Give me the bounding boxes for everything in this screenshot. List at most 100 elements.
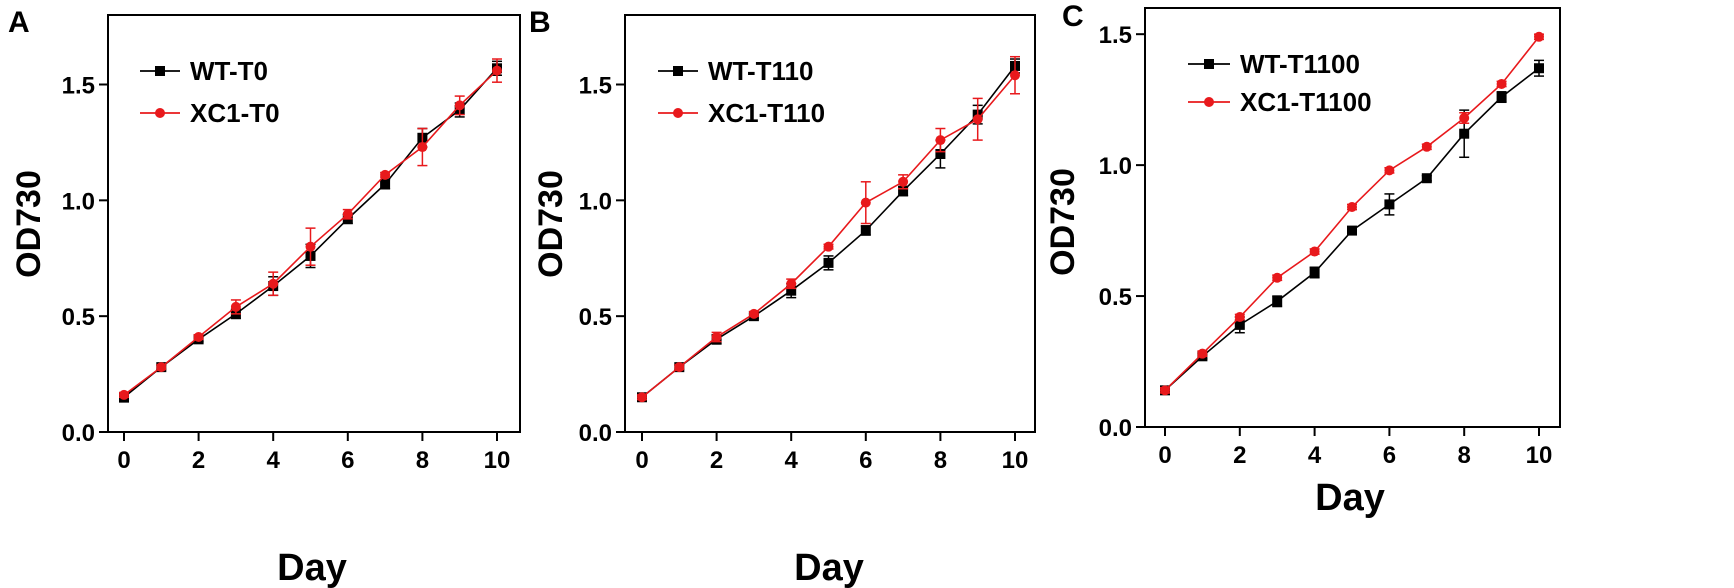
data-point	[1534, 31, 1544, 42]
data-point	[1234, 319, 1245, 330]
data-point	[1160, 385, 1170, 396]
data-point	[860, 197, 871, 208]
x-tick-label: 4	[267, 447, 281, 474]
data-point	[1347, 202, 1357, 213]
legend: WT-T110 XC1-T110	[658, 56, 825, 128]
data-point	[1272, 296, 1283, 307]
data-point	[972, 114, 983, 125]
series-xc1-t110	[637, 55, 1020, 403]
chart-panel-c: C 0 2 4 6 8 10 0.0 0.5 1.0 1.5 Day OD730 WT-T1100 XC1-…	[1044, 0, 1561, 519]
data-point	[748, 308, 759, 319]
data-point	[711, 332, 722, 343]
data-point	[1197, 348, 1208, 359]
data-point	[786, 285, 797, 296]
x-tick-label: 4	[785, 447, 799, 474]
legend-marker	[155, 108, 165, 118]
data-point	[454, 100, 465, 111]
legend-marker	[673, 66, 683, 76]
x-tick-label: 10	[1002, 447, 1029, 474]
y-tick-label: 0.5	[62, 304, 95, 331]
legend-label: XC1-T110	[708, 98, 825, 128]
y-tick-label: 0.0	[62, 420, 95, 447]
data-point	[305, 241, 316, 252]
legend: WT-T0 XC1-T0	[140, 56, 280, 128]
legend-label: WT-T1100	[1240, 49, 1360, 79]
legend-label: WT-T0	[190, 56, 268, 86]
x-tick-label: 2	[1233, 442, 1246, 469]
data-point	[1309, 267, 1320, 278]
data-point	[1534, 63, 1544, 74]
panel-label: A	[8, 6, 30, 39]
data-point	[342, 209, 353, 220]
data-point	[898, 186, 909, 197]
legend-marker	[673, 108, 683, 118]
data-point	[119, 389, 129, 400]
x-tick-label: 8	[1458, 442, 1471, 469]
x-tick-label: 6	[859, 447, 872, 474]
plot-frame	[107, 14, 521, 433]
legend: WT-T1100 XC1-T1100	[1188, 49, 1372, 117]
y-tick-label: 1.5	[1099, 22, 1132, 49]
legend-label: XC1-T0	[190, 98, 280, 128]
plot-frame	[624, 14, 1036, 433]
panel-label: C	[1062, 0, 1084, 33]
series-line	[641, 65, 1016, 398]
x-tick-label: 6	[1383, 442, 1396, 469]
data-point	[230, 301, 241, 312]
data-point	[935, 135, 946, 146]
x-tick-label: 2	[192, 447, 205, 474]
x-axis-title: Day	[794, 547, 864, 588]
data-point	[193, 332, 204, 343]
data-point	[637, 392, 647, 403]
data-point	[860, 225, 871, 236]
x-tick-label: 8	[934, 447, 947, 474]
data-point	[1384, 199, 1395, 210]
data-point	[1421, 141, 1432, 152]
y-axis-title: OD730	[1044, 168, 1082, 276]
plot-frame	[1144, 7, 1561, 428]
data-point	[1347, 225, 1357, 236]
series-xc1-t0	[119, 58, 502, 400]
series-xc1-t1100	[1160, 31, 1544, 396]
y-tick-label: 1.5	[62, 73, 95, 100]
x-tick-label: 4	[1308, 442, 1322, 469]
x-axis-title: Day	[277, 547, 347, 588]
data-point	[1384, 165, 1395, 176]
y-tick-label: 1.5	[579, 73, 612, 100]
x-tick-label: 0	[635, 447, 648, 474]
data-point	[935, 149, 946, 159]
y-tick-label: 1.0	[579, 188, 612, 215]
legend-marker	[1204, 59, 1214, 69]
legend-label: XC1-T1100	[1240, 87, 1372, 117]
data-point	[1496, 78, 1507, 89]
data-point	[823, 257, 834, 268]
x-tick-label: 8	[416, 447, 429, 474]
chart-panel-b: B 0 2 4 6 8 10 0.0 0.5 1.0 1.5 Day OD730 WT-T110 XC1-T…	[529, 6, 1036, 588]
y-tick-label: 0.5	[1099, 284, 1132, 311]
y-tick-label: 0.0	[579, 420, 612, 447]
series-line	[641, 74, 1016, 398]
x-tick-label: 2	[710, 447, 723, 474]
data-point	[823, 241, 834, 252]
x-axis-title: Day	[1315, 477, 1385, 519]
data-point	[1421, 173, 1432, 184]
data-point	[786, 278, 797, 289]
legend-label: WT-T110	[708, 56, 813, 86]
data-point	[1496, 92, 1507, 103]
x-tick-label: 6	[341, 447, 354, 474]
legend-marker	[155, 66, 165, 76]
data-point	[492, 65, 502, 76]
data-point	[156, 362, 167, 373]
data-point	[1459, 112, 1470, 123]
data-point	[417, 142, 428, 153]
data-point	[898, 176, 909, 187]
data-point	[380, 179, 391, 190]
y-tick-label: 1.0	[62, 188, 95, 215]
x-tick-label: 10	[484, 447, 511, 474]
chart-panel-a: A 0 2 4 6 8 10 0.0 0.5 1.0 1.5 Day OD730 WT-T0 XC1-T0	[8, 6, 521, 588]
series-wt-t110	[637, 58, 1020, 403]
legend-marker	[1204, 97, 1214, 107]
x-tick-label: 10	[1526, 442, 1553, 469]
data-point	[1234, 312, 1245, 323]
